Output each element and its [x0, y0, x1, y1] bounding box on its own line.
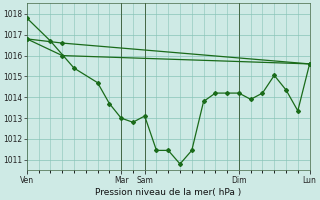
- X-axis label: Pression niveau de la mer( hPa ): Pression niveau de la mer( hPa ): [95, 188, 241, 197]
